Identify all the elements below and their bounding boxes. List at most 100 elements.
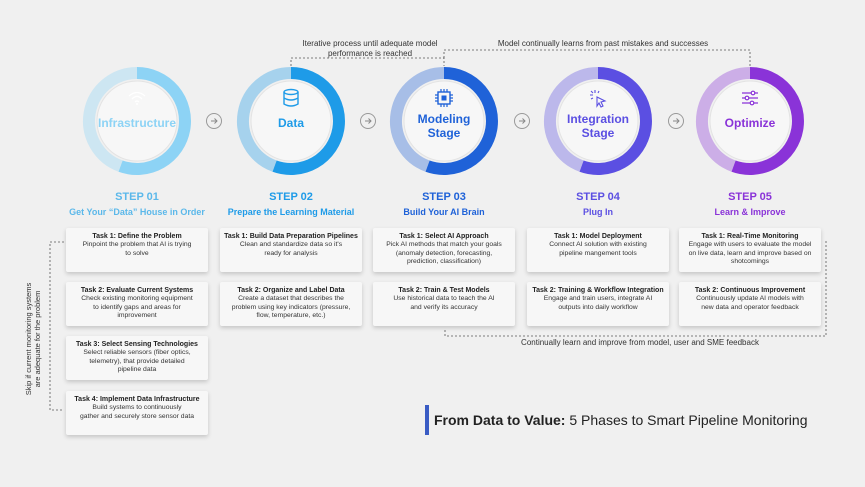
task-title: Task 4: Implement Data Infrastructure bbox=[74, 396, 200, 403]
task-title: Task 1: Real-Time Monitoring bbox=[701, 233, 799, 240]
task-title: Task 2: Train & Test Models bbox=[398, 287, 490, 294]
chip-icon bbox=[435, 89, 453, 107]
cursor-click-icon bbox=[590, 90, 607, 108]
task-description-line: Pinpoint the problem that AI is trying bbox=[82, 241, 192, 248]
iterative-note-line2: performance is reached bbox=[327, 49, 413, 58]
step-header-4: STEP 04 Plug In bbox=[523, 191, 673, 218]
phase-label-line: Data bbox=[277, 116, 304, 130]
step-number: STEP 01 bbox=[115, 191, 159, 203]
phase-label-line: Infrastructure bbox=[97, 116, 177, 130]
task-card: Task 3: Select Sensing Technologies Selec… bbox=[66, 336, 208, 380]
task-title: Task 1: Select AI Approach bbox=[399, 233, 489, 240]
task-description-line: problem using key indicators (pressure, bbox=[231, 303, 351, 311]
task-description-line: telemetry), that provide detailed bbox=[89, 357, 185, 365]
task-card: Task 1: Build Data Preparation Pipelines… bbox=[220, 228, 362, 272]
task-description-line: to identify gaps and areas for bbox=[93, 303, 181, 311]
wifi-icon bbox=[128, 91, 146, 105]
task-title: Task 2: Training & Workflow Integration bbox=[532, 287, 664, 294]
task-description-line: pipeline mangement tools bbox=[559, 249, 637, 257]
feedback-note: Continually learn and improve from model… bbox=[521, 338, 759, 347]
database-icon bbox=[283, 88, 299, 107]
task-title: Task 1: Define the Problem bbox=[92, 233, 182, 240]
task-description-line: Create a dataset that describes the bbox=[238, 295, 344, 302]
phase-ring-1: Infrastructure bbox=[82, 66, 192, 176]
skip-note-line2: are adequate for the problem bbox=[33, 290, 42, 388]
task-card: Task 1: Real-Time Monitoring Engage with … bbox=[679, 228, 821, 272]
step-number: STEP 04 bbox=[576, 191, 620, 203]
task-description-line: shotcomings bbox=[730, 258, 770, 265]
phase-label: Data bbox=[236, 116, 346, 130]
task-description-line: flow, temperature, etc.) bbox=[256, 312, 326, 319]
task-description-line: Clean and standardize data so it's bbox=[239, 241, 343, 248]
task-card: Task 1: Select AI Approach Pick AI method… bbox=[373, 228, 515, 272]
learning-note: Model continually learns from past mista… bbox=[497, 39, 709, 48]
task-description-line: Use historical data to teach the AI bbox=[393, 295, 495, 302]
step-number: STEP 02 bbox=[269, 191, 313, 203]
step-number: STEP 05 bbox=[728, 191, 772, 203]
task-card: Task 2: Organize and Label Data Create a … bbox=[220, 282, 362, 326]
title-rest: 5 Phases to Smart Pipeline Monitoring bbox=[565, 412, 808, 428]
phase-label-line: Modeling bbox=[417, 112, 471, 126]
task-description-line: new data and operator feedback bbox=[701, 303, 799, 311]
skip-note: Skip if current monitoring systems are a… bbox=[24, 239, 42, 439]
task-description-line: gather and securely store sensor data bbox=[79, 412, 195, 420]
phase-label: Infrastructure bbox=[82, 116, 192, 130]
skip-note-line1: Skip if current monitoring systems bbox=[24, 282, 33, 396]
phase-label-line: Integration bbox=[567, 112, 629, 126]
task-card: Task 4: Implement Data Infrastructure Bui… bbox=[66, 391, 208, 435]
phase-label-line: Stage bbox=[581, 126, 615, 140]
step-name: Learn & Improve bbox=[714, 207, 786, 217]
task-description-line: Select reliable sensors (fiber optics, bbox=[83, 349, 191, 356]
step-name: Build Your AI Brain bbox=[403, 207, 485, 217]
step-name: Plug In bbox=[583, 207, 613, 217]
task-description-line: pipeline data bbox=[117, 366, 157, 373]
task-card: Task 1: Model Deployment Connect AI solut… bbox=[527, 228, 669, 272]
step-header-5: STEP 05 Learn & Improve bbox=[675, 191, 825, 218]
task-description-line: Engage and train users, integrate AI bbox=[543, 295, 653, 302]
page-title: From Data to Value: 5 Phases to Smart Pi… bbox=[434, 410, 807, 430]
task-description-line: on live data, learn and improve based on bbox=[688, 249, 812, 257]
task-description-line: prediction, classification) bbox=[406, 258, 482, 265]
phase-ring-4: Integration Stage bbox=[543, 66, 653, 176]
phase-label: Integration Stage bbox=[543, 112, 653, 140]
task-title: Task 2: Evaluate Current Systems bbox=[80, 287, 194, 294]
step-name: Prepare the Learning Material bbox=[227, 207, 355, 217]
next-arrow-3 bbox=[514, 113, 530, 129]
task-title: Task 1: Model Deployment bbox=[554, 233, 642, 240]
task-description-line: improvement bbox=[117, 312, 157, 319]
phase-ring-5: Optimize bbox=[695, 66, 805, 176]
phase-label-line: Optimize bbox=[724, 116, 776, 130]
task-card: Task 2: Training & Workflow Integration E… bbox=[527, 282, 669, 326]
task-card: Task 2: Train & Test Models Use historica… bbox=[373, 282, 515, 326]
next-arrow-1 bbox=[206, 113, 222, 129]
sliders-icon bbox=[742, 90, 758, 106]
phase-ring-3: Modeling Stage bbox=[389, 66, 499, 176]
task-description-line: ready for analysis bbox=[264, 249, 318, 257]
task-description-line: Connect AI solution with existing bbox=[549, 241, 647, 248]
task-description-line: Engage with users to evaluate the model bbox=[688, 241, 812, 248]
step-name: Get Your “Data” House in Order bbox=[69, 207, 205, 217]
task-card: Task 2: Evaluate Current Systems Check ex… bbox=[66, 282, 208, 326]
task-description-line: and verify its accuracy bbox=[410, 303, 478, 311]
task-description-line: Pick AI methods that match your goals bbox=[386, 241, 502, 248]
step-header-1: STEP 01 Get Your “Data” House in Order bbox=[62, 191, 212, 218]
task-card: Task 2: Continuous Improvement Continuous… bbox=[679, 282, 821, 326]
step-header-2: STEP 02 Prepare the Learning Material bbox=[216, 191, 366, 218]
task-description-line: (anomaly detection, forecasting, bbox=[395, 249, 493, 257]
phase-ring-2: Data bbox=[236, 66, 346, 176]
task-title: Task 1: Build Data Preparation Pipelines bbox=[224, 233, 358, 240]
task-card: Task 1: Define the Problem Pinpoint the p… bbox=[66, 228, 208, 272]
iterative-note: Iterative process until adequate model p… bbox=[280, 39, 460, 59]
title-bold: From Data to Value: bbox=[434, 412, 566, 428]
next-arrow-2 bbox=[360, 113, 376, 129]
task-description-line: outputs into daily workflow bbox=[558, 303, 638, 311]
phase-label: Optimize bbox=[695, 116, 805, 130]
step-header-3: STEP 03 Build Your AI Brain bbox=[369, 191, 519, 218]
task-description-line: to solve bbox=[125, 249, 149, 257]
task-title: Task 2: Continuous Improvement bbox=[694, 287, 806, 294]
next-arrow-4 bbox=[668, 113, 684, 129]
phase-label: Modeling Stage bbox=[389, 112, 499, 140]
task-title: Task 3: Select Sensing Technologies bbox=[76, 341, 198, 348]
title-accent-bar bbox=[425, 405, 429, 435]
